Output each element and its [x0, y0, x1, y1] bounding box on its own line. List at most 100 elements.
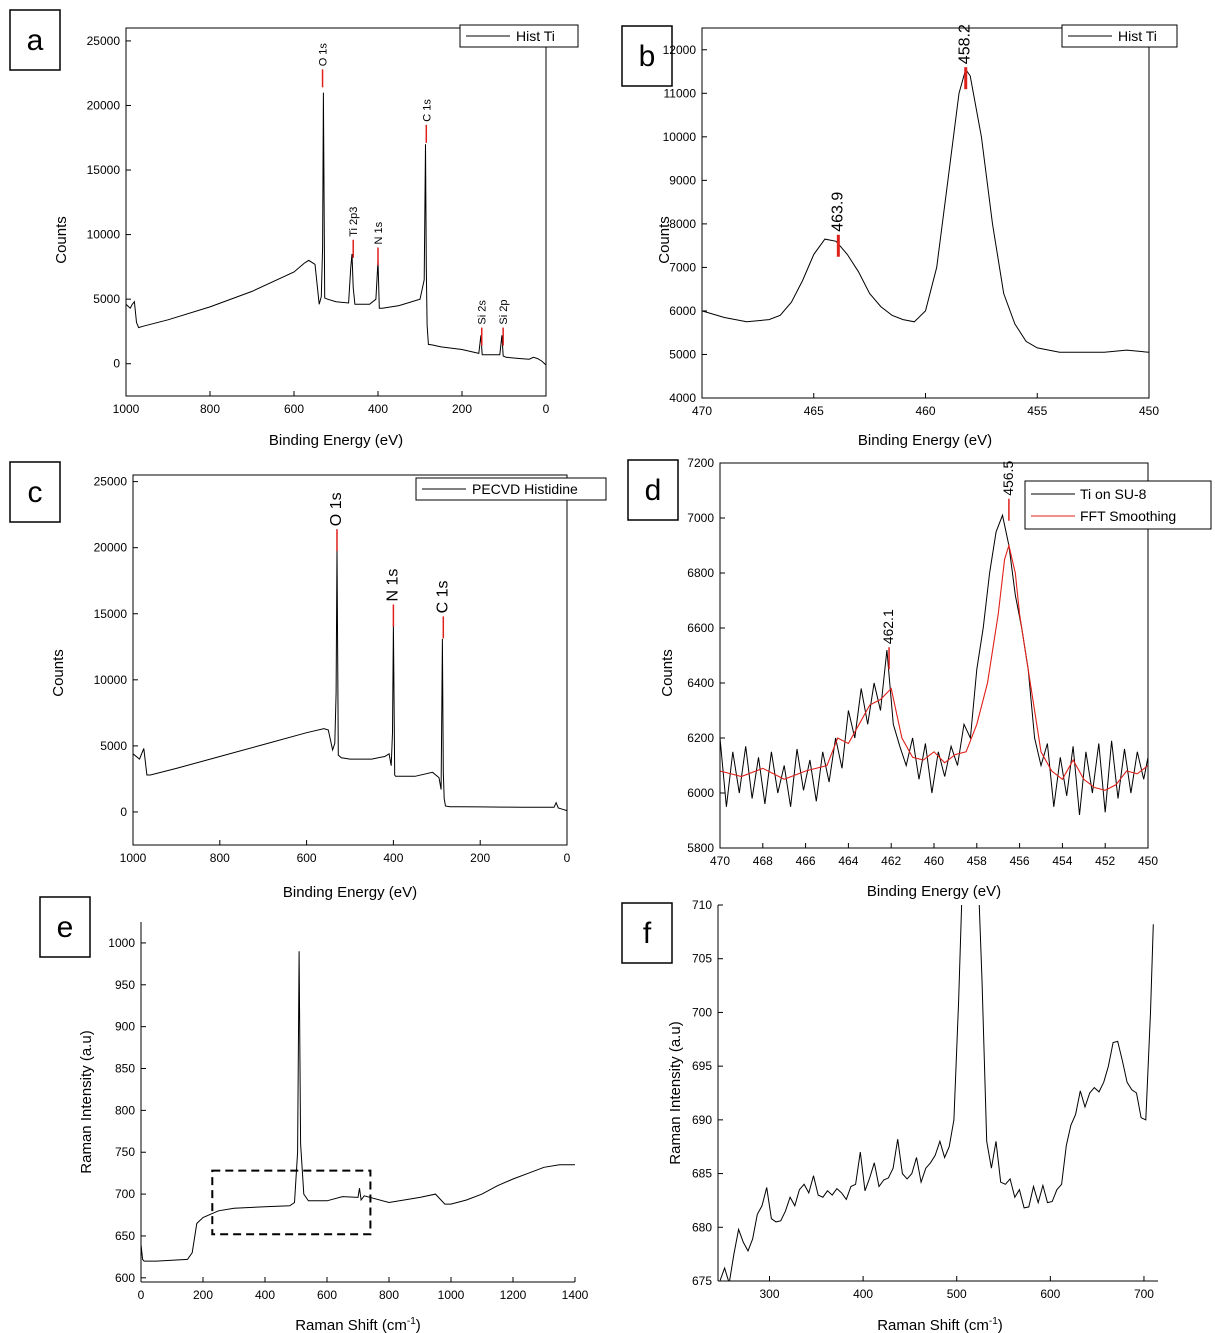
y-tick-label: 25000 [87, 34, 121, 48]
y-tick-label: 11000 [664, 86, 697, 100]
x-ticks-f: 300 400 500 600 700 [759, 1276, 1154, 1301]
y-tick-label: 1000 [108, 936, 135, 950]
series-line-hist-ti-b [701, 68, 1150, 353]
y-tick-label: 950 [115, 978, 135, 992]
series-line-raman-full [140, 951, 575, 1262]
panel-label-box-c [9, 461, 61, 523]
x-tick-label: 462 [881, 854, 901, 868]
plot-frame-b [701, 27, 1150, 399]
y-tick-label: 695 [692, 1059, 712, 1073]
peak-markers-b: 463.9 458.2 [829, 24, 974, 257]
x-tick-label: 470 [710, 854, 730, 868]
y-tick-label: 6600 [687, 621, 714, 635]
y-tick-label: 5000 [100, 739, 127, 753]
y-tick-label: 15000 [87, 163, 121, 177]
x-tick-label: 0 [564, 851, 571, 865]
y-ticks-c: 0 5000 10000 15000 20000 25000 [94, 475, 138, 819]
panel-label-b: b [639, 40, 656, 73]
legend-label-b: Hist Ti [1118, 28, 1157, 44]
peak-label: O 1s [318, 43, 330, 67]
x-axis-label-f: Raman Shift (cm-1) [877, 1316, 1003, 1333]
x-tick-label: 458 [967, 854, 987, 868]
panel-f: f 675 680 685 690 695 700 705 710 300 400 500 600 7… [621, 898, 1158, 1333]
x-tick-label: 455 [1027, 404, 1047, 418]
x-ticks-d: 470 468 466 464 462 460 458 456 454 452 450 [710, 843, 1158, 868]
x-tick-label: 600 [297, 851, 317, 865]
y-axis-label-f: Raman Intensity (a.u) [667, 1021, 684, 1164]
x-tick-label: 200 [470, 851, 490, 865]
panel-label-c: c [28, 476, 43, 509]
peak-label: Si 2s [477, 300, 489, 325]
peak-label: N 1s [384, 569, 401, 602]
legend-label-ti-on-su8: Ti on SU-8 [1080, 486, 1147, 502]
peak-label: Ti 2p3 [348, 207, 360, 237]
panel-e: e 600 650 700 750 800 850 900 950 1000 0 200 400 60… [39, 896, 589, 1333]
x-tick-label: 0 [138, 1288, 145, 1302]
series-line-fft-smoothing [719, 543, 1149, 791]
x-tick-label: 300 [759, 1287, 779, 1301]
y-tick-label: 685 [692, 1167, 712, 1181]
x-tick-label: 452 [1095, 854, 1115, 868]
x-tick-label: 0 [543, 402, 550, 416]
legend-a: Hist Ti [459, 24, 579, 48]
y-tick-label: 6000 [687, 786, 714, 800]
y-tick-label: 5000 [669, 347, 696, 361]
y-axis-label-c: Counts [50, 649, 67, 697]
x-ticks-b: 470 465 460 455 450 [692, 393, 1159, 418]
peak-label: Si 2p [498, 300, 510, 325]
y-axis-label-e: Raman Intensity (a.u) [78, 1030, 95, 1173]
y-tick-label: 0 [120, 805, 127, 819]
x-tick-label: 400 [368, 402, 388, 416]
x-tick-label: 600 [1040, 1287, 1060, 1301]
x-tick-label: 200 [193, 1288, 213, 1302]
y-tick-label: 705 [692, 952, 712, 966]
legend-label-c: PECVD Histidine [472, 481, 578, 497]
y-tick-label: 600 [115, 1271, 135, 1285]
peak-label: C 1s [434, 580, 451, 613]
y-tick-label: 650 [115, 1229, 135, 1243]
panel-label-e: e [57, 911, 74, 944]
peak-label: N 1s [373, 221, 385, 244]
y-axis-label-a: Counts [53, 216, 70, 264]
y-tick-label: 15000 [94, 607, 128, 621]
x-tick-label: 400 [383, 851, 403, 865]
y-axis-label-b: Counts [656, 216, 673, 264]
y-tick-label: 680 [692, 1220, 712, 1234]
y-tick-label: 700 [692, 1005, 712, 1019]
x-tick-label: 1000 [438, 1288, 465, 1302]
x-tick-label: 1200 [500, 1288, 527, 1302]
x-tick-label: 470 [692, 404, 712, 418]
x-axis-label-b: Binding Energy (eV) [858, 432, 992, 449]
x-tick-label: 1000 [113, 402, 140, 416]
plot-frame-c [132, 474, 568, 846]
legend-c: PECVD Histidine [415, 477, 607, 501]
x-ticks-e: 0 200 400 600 800 1000 1200 1400 [138, 1277, 589, 1302]
x-axis-label-d: Binding Energy (eV) [867, 883, 1001, 900]
x-tick-label: 465 [804, 404, 824, 418]
y-tick-label: 10000 [87, 228, 121, 242]
y-tick-label: 12000 [663, 43, 697, 57]
panel-label-box-b [621, 25, 673, 87]
y-tick-label: 6400 [687, 676, 714, 690]
y-tick-label: 6000 [669, 304, 696, 318]
y-tick-label: 7000 [687, 511, 714, 525]
y-tick-label: 690 [692, 1113, 712, 1127]
y-ticks-e: 600 650 700 750 800 850 900 950 1000 [108, 936, 146, 1285]
panel-label-box-d [627, 459, 679, 521]
x-axis-label-a: Binding Energy (eV) [269, 432, 403, 449]
legend-box-a [459, 24, 579, 48]
legend-label-fft-smoothing: FFT Smoothing [1080, 508, 1176, 524]
y-ticks-f: 675 680 685 690 695 700 705 710 [692, 898, 723, 1288]
x-tick-label: 800 [379, 1288, 399, 1302]
x-tick-label: 468 [753, 854, 773, 868]
y-tick-label: 675 [692, 1274, 712, 1288]
panel-label-d: d [645, 474, 662, 507]
y-tick-label: 900 [115, 1020, 135, 1034]
y-tick-label: 750 [115, 1145, 135, 1159]
x-ticks-c: 1000 800 600 400 200 0 [120, 840, 571, 865]
plot-frame-a [125, 27, 547, 397]
x-ticks-a: 1000 800 600 400 200 0 [113, 391, 550, 416]
y-ticks-d: 5800 6000 6200 6400 6600 6800 7000 7200 [687, 456, 725, 855]
y-tick-label: 5800 [687, 841, 714, 855]
